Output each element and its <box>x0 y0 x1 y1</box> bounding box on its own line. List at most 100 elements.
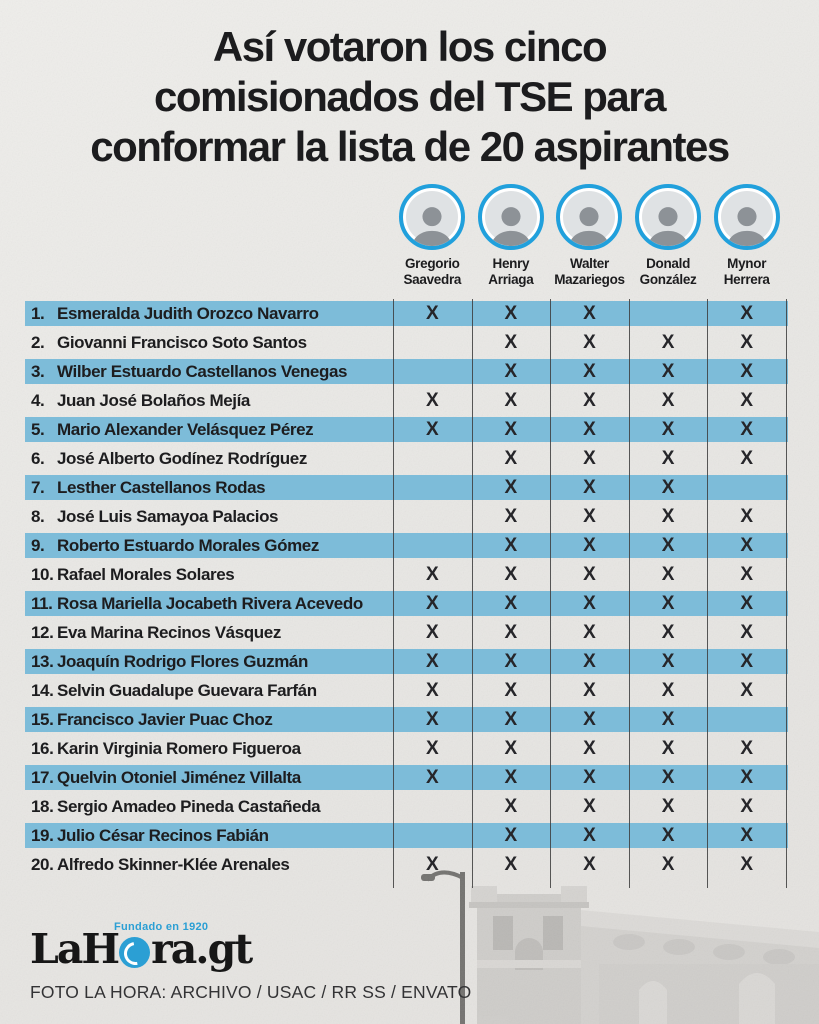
title-line-3: conformar la lista de 20 aspirantes <box>90 123 730 170</box>
vote-cell-arriaga: X <box>504 447 518 469</box>
vote-cell-arriaga: X <box>504 331 518 353</box>
vote-cell-herrera: X <box>740 592 754 614</box>
vote-cell-herrera: X <box>740 505 754 527</box>
vote-cell-arriaga: X <box>504 360 518 382</box>
vote-cell-herrera: X <box>740 389 754 411</box>
candidate-number: 7. <box>31 477 45 497</box>
vote-cell-gonzalez: X <box>661 708 675 730</box>
vote-cell-mazariegos: X <box>583 331 596 353</box>
vote-cell-mazariegos: X <box>583 737 596 759</box>
candidate-number: 11. <box>31 593 53 613</box>
vote-cell-mazariegos: X <box>583 418 596 440</box>
candidate-row: 15. Francisco Javier Puac Choz X X X X <box>25 705 788 734</box>
logo-wordmark: LaH ra.gt <box>30 925 253 973</box>
candidate-name: Roberto Estuardo Morales Gómez <box>57 535 319 555</box>
candidate-row: 2. Giovanni Francisco Soto Santos X X X … <box>25 328 788 357</box>
vote-cell-gonzalez: X <box>661 766 675 788</box>
candidate-name: Mario Alexander Velásquez Pérez <box>57 419 314 439</box>
candidate-row: 9. Roberto Estuardo Morales Gómez X X X … <box>25 531 788 560</box>
vote-cell-herrera: X <box>740 853 754 875</box>
logo-text-right: ra.gt <box>151 925 253 973</box>
commissioner-column: Mynor Herrera <box>707 184 786 287</box>
vote-cell-arriaga: X <box>504 621 518 643</box>
candidate-row: 18. Sergio Amadeo Pineda Castañeda X X X… <box>25 792 788 821</box>
commissioner-name: Mynor Herrera <box>724 256 770 287</box>
vote-cell-mazariegos: X <box>583 766 596 788</box>
vote-cell-arriaga: X <box>504 853 518 875</box>
candidate-name: Giovanni Francisco Soto Santos <box>57 332 307 352</box>
vote-cell-saavedra: X <box>425 853 439 875</box>
commissioner-first-name: Gregorio <box>404 256 460 271</box>
vote-cell-arriaga: X <box>504 476 518 498</box>
vote-cell-gonzalez: X <box>661 853 675 875</box>
vote-cell-gonzalez: X <box>661 534 675 556</box>
commissioner-header-row: Gregorio Saavedra Henry Arriaga <box>393 184 786 287</box>
vote-cell-mazariegos: X <box>583 534 596 556</box>
candidate-name: Julio César Recinos Fabián <box>57 825 269 845</box>
vote-cell-gonzalez: X <box>661 418 675 440</box>
title-line-2: comisionados del TSE para <box>154 73 666 120</box>
commissioner-column: Gregorio Saavedra <box>393 184 472 287</box>
vote-cell-mazariegos: X <box>583 708 596 730</box>
commissioner-last-name: Arriaga <box>488 271 534 287</box>
vote-cell-arriaga: X <box>504 302 518 324</box>
vote-cell-herrera: X <box>740 766 754 788</box>
person-avatar-icon <box>647 207 689 246</box>
vote-cell-saavedra: X <box>425 302 439 324</box>
commissioner-name: Donald González <box>640 256 697 287</box>
candidate-number: 5. <box>31 419 45 439</box>
vote-cell-mazariegos: X <box>583 621 596 643</box>
vote-cell-gonzalez: X <box>661 650 675 672</box>
vote-cell-arriaga: X <box>504 766 518 788</box>
vote-cell-mazariegos: X <box>583 592 596 614</box>
vote-cell-mazariegos: X <box>583 679 596 701</box>
vote-cell-gonzalez: X <box>661 621 675 643</box>
vote-cell-saavedra: X <box>425 592 439 614</box>
page-title: Así votaron los cinco comisionados del T… <box>0 22 819 172</box>
candidate-name: Joaquín Rodrigo Flores Guzmán <box>57 651 308 671</box>
candidate-name: Lesther Castellanos Rodas <box>57 477 266 497</box>
vote-cell-saavedra: X <box>425 418 439 440</box>
commissioner-first-name: Henry <box>492 256 530 271</box>
vote-cell-arriaga: X <box>504 679 518 701</box>
vote-cell-arriaga: X <box>504 534 518 556</box>
lahora-logo: Fundado en 1920 LaH ra.gt <box>30 921 253 981</box>
vote-cell-mazariegos: X <box>583 360 596 382</box>
vote-cell-gonzalez: X <box>661 360 675 382</box>
vote-cell-arriaga: X <box>504 737 518 759</box>
commissioner-photo <box>713 184 780 250</box>
commissioner-name: Walter Mazariegos <box>554 256 625 287</box>
vote-cell-arriaga: X <box>504 650 518 672</box>
vote-cell-arriaga: X <box>504 418 518 440</box>
person-avatar-icon <box>412 207 453 246</box>
vote-cell-arriaga: X <box>504 389 518 411</box>
commissioner-last-name: Saavedra <box>403 271 462 287</box>
candidate-name: Quelvin Otoniel Jiménez Villalta <box>57 767 301 787</box>
vote-cell-gonzalez: X <box>661 476 675 498</box>
vote-cell-arriaga: X <box>504 708 518 730</box>
vote-cell-saavedra: X <box>425 708 439 730</box>
vote-cell-mazariegos: X <box>583 563 596 585</box>
vote-cell-herrera: X <box>740 737 754 759</box>
candidate-name: José Alberto Godínez Rodríguez <box>57 448 307 468</box>
vote-cell-saavedra: X <box>425 679 439 701</box>
vote-cell-gonzalez: X <box>661 563 675 585</box>
vote-cell-mazariegos: X <box>583 795 596 817</box>
candidate-row: 12. Eva Marina Recinos Vásquez X X X X X <box>25 618 788 647</box>
vote-cell-gonzalez: X <box>661 795 675 817</box>
candidate-row: 11. Rosa Mariella Jocabeth Rivera Aceved… <box>25 589 788 618</box>
commissioner-photo <box>556 184 623 250</box>
candidate-number: 8. <box>31 506 45 526</box>
person-avatar-icon <box>726 207 767 246</box>
candidate-name: Karin Virginia Romero Figueroa <box>57 738 301 758</box>
vote-cell-herrera: X <box>740 418 754 440</box>
person-avatar-icon <box>569 207 610 246</box>
vote-cell-saavedra: X <box>425 389 439 411</box>
vote-cell-herrera: X <box>740 824 754 846</box>
vote-cell-mazariegos: X <box>583 447 596 469</box>
title-line-1: Así votaron los cinco <box>212 23 608 70</box>
commissioner-last-name: Herrera <box>723 271 770 287</box>
commissioner-photo <box>635 184 702 250</box>
vote-cell-herrera: X <box>740 360 754 382</box>
commissioner-last-name: Mazariegos <box>554 271 625 287</box>
